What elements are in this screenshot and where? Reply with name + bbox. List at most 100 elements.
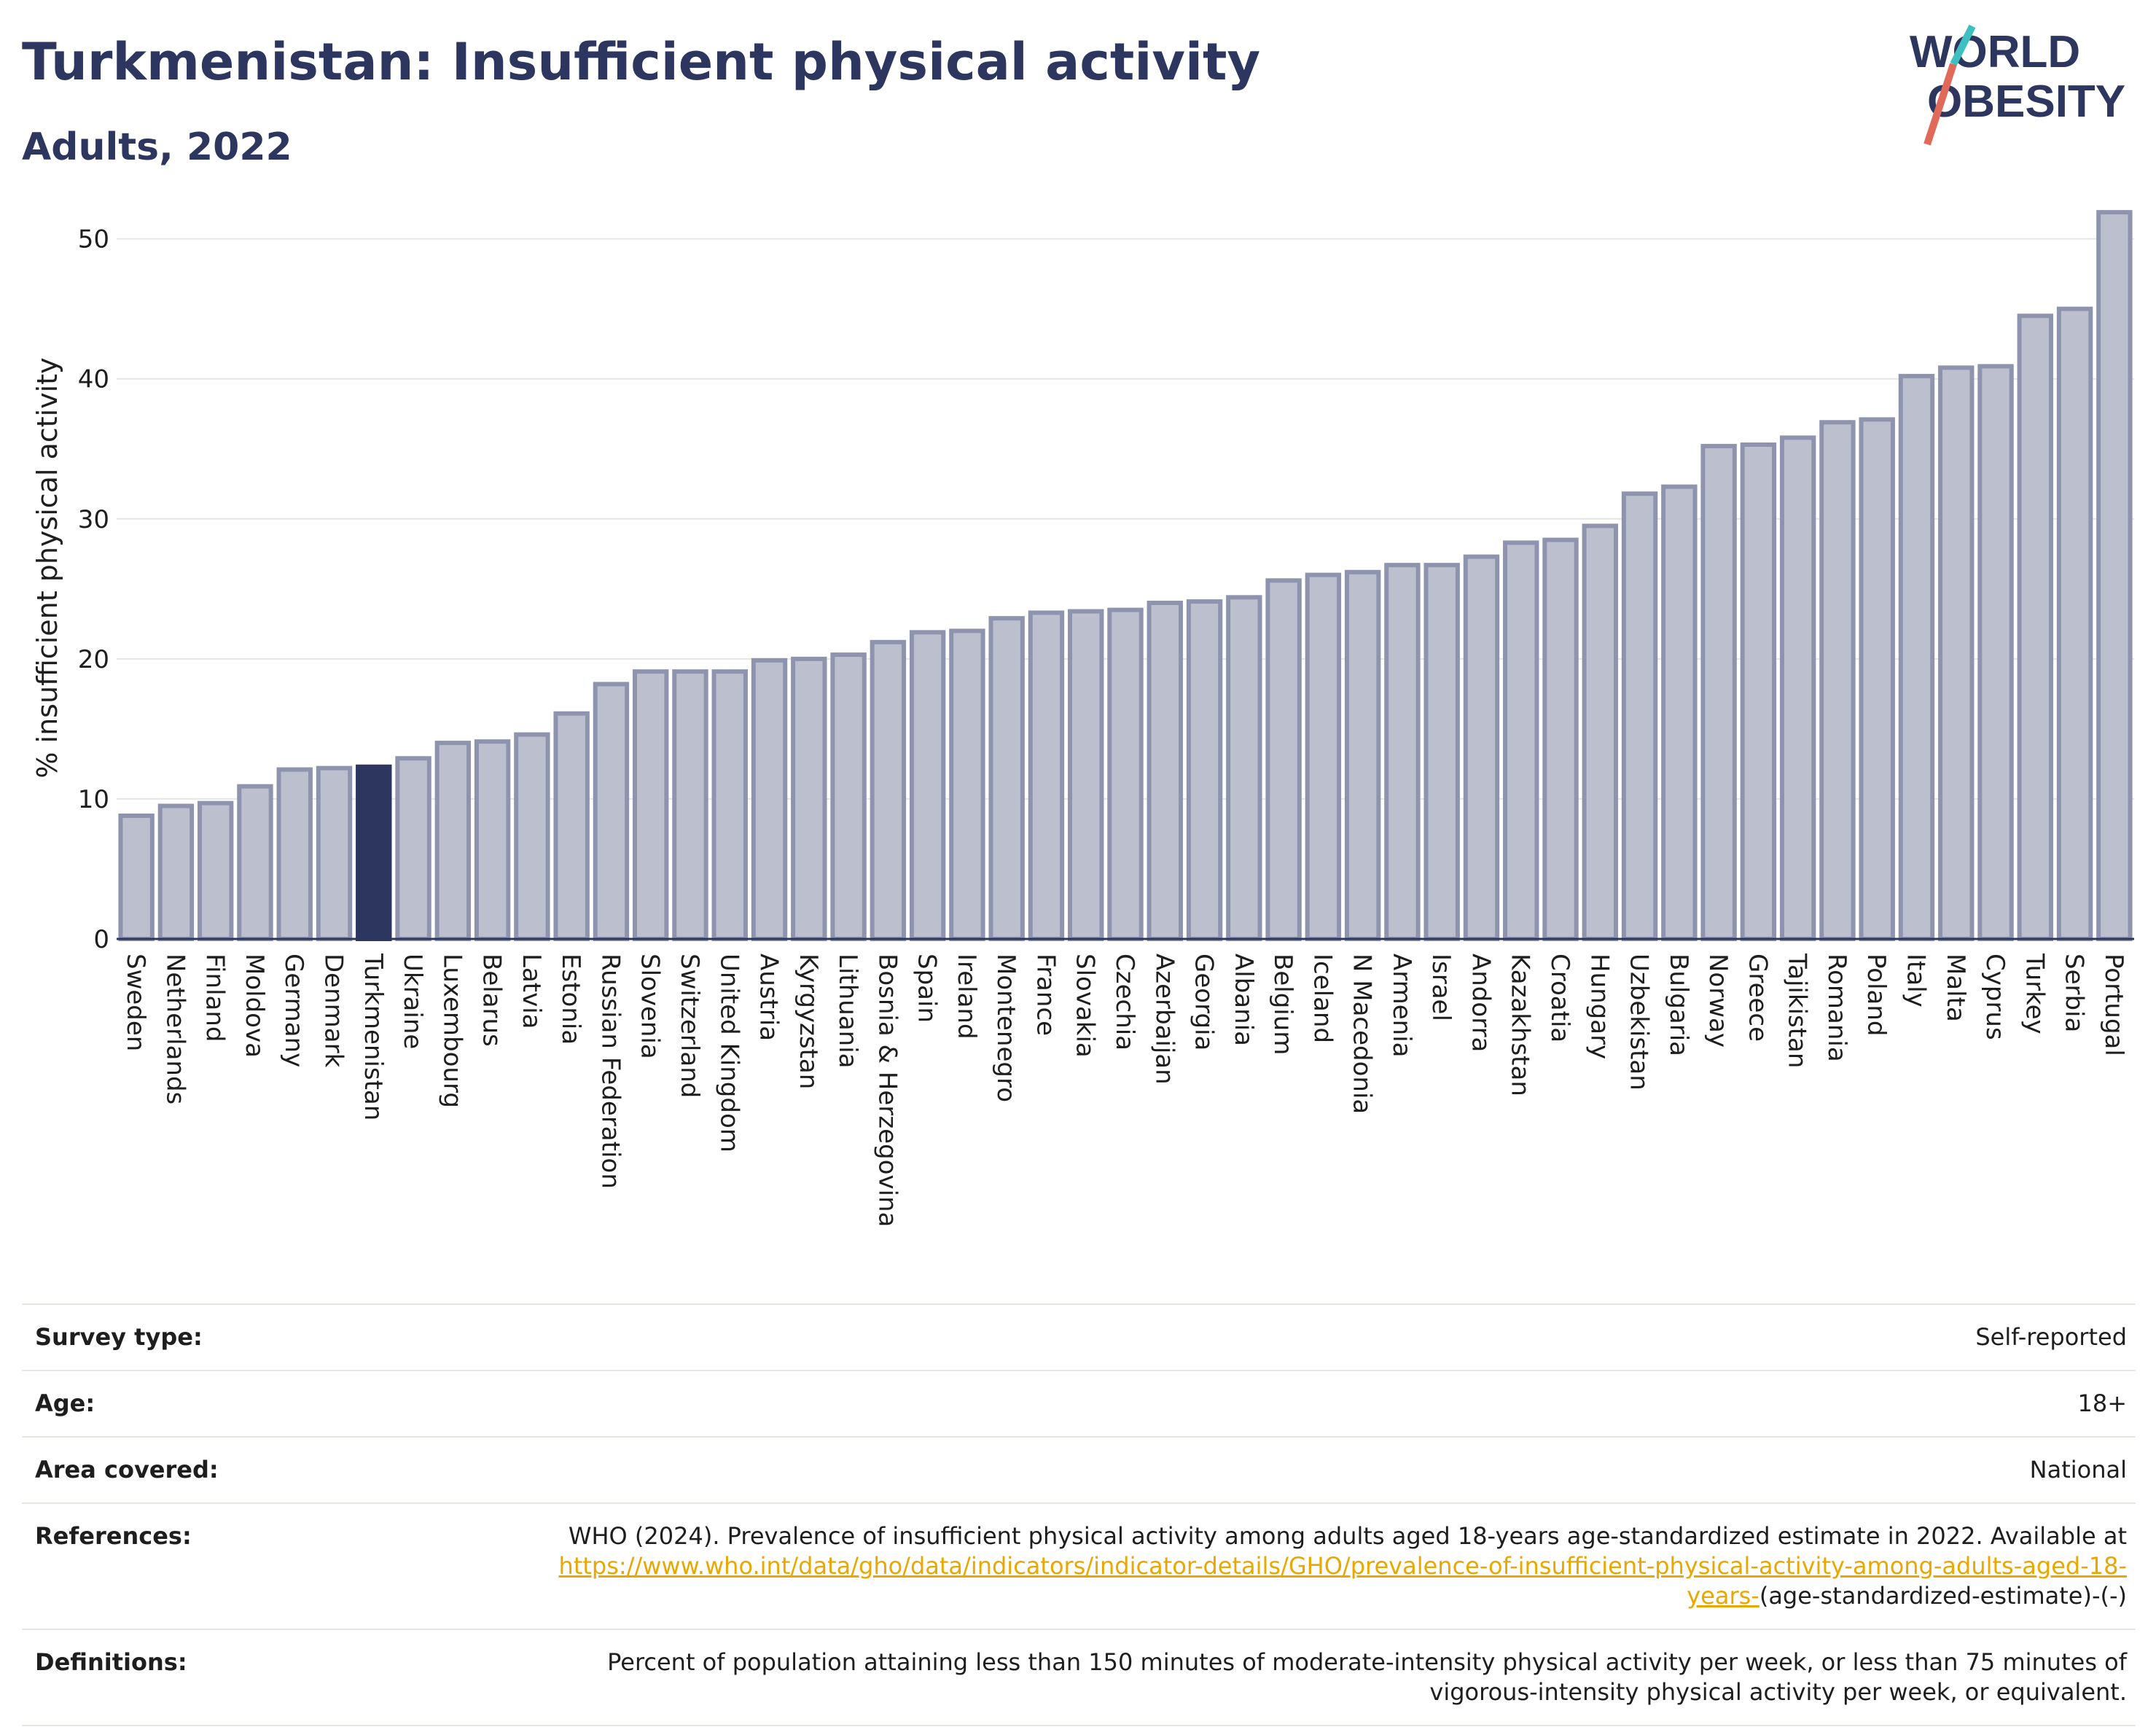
info-row-definitions: Definitions: Percent of population attai… [22,1629,2136,1726]
bar [474,739,511,941]
bar [1344,569,1381,941]
bar [1819,420,1856,941]
info-value: 18+ [2077,1389,2127,1417]
x-tick-label: Serbia [2060,954,2089,1032]
bar [2056,306,2093,941]
bar [2096,210,2133,941]
bar [988,616,1025,941]
x-tick-label: Turkmenistan [359,953,388,1120]
bar [1977,364,2014,941]
page-subtitle: Adults, 2022 [22,125,292,169]
info-value: Percent of population attaining less tha… [607,1648,2127,1706]
bar [1147,601,1183,941]
x-tick-label: Croatia [1545,954,1574,1042]
bar [197,800,234,941]
info-row-references: References: WHO (2024). Prevalence of in… [22,1502,2136,1629]
x-tick-label: Cyprus [1980,954,2009,1040]
x-tick-label: Ukraine [398,954,427,1049]
x-tick-label: Netherlands [160,954,190,1104]
page-title: Turkmenistan: Insufficient physical acti… [22,32,1261,92]
x-tick-label: Kazakhstan [1506,954,1535,1096]
bar [316,765,353,942]
logo-line1: WORLD [1910,27,2080,77]
bar-chart: 0 10 20 30 40 50 % insufficient physical activ… [31,210,2134,1227]
reference-link[interactable]: https://www.who.int/data/gho/data/indica… [558,1552,2127,1610]
x-tick-label: Portugal [2099,954,2128,1056]
info-row-survey-type: Survey type: Self-reported [22,1303,2136,1370]
x-tick-label: Hungary [1585,954,1614,1059]
bar [553,711,590,941]
bar [1700,443,1737,941]
bar [632,669,669,941]
info-table: Survey type: Self-reported Age: 18+ Area… [22,1303,2136,1726]
bar [791,656,827,941]
x-tick-label: Georgia [1190,954,1219,1050]
x-tick-label: Czechia [1110,954,1139,1050]
bar [157,803,195,942]
y-tick-label: 0 [93,925,109,954]
bar [1463,554,1500,941]
bar [751,658,788,942]
bar [1305,572,1342,941]
x-tick-label: Latvia [517,954,546,1029]
logo-slash-red [1923,63,1957,146]
x-tick-label: Montenegro [991,954,1020,1102]
bar [118,813,155,942]
bar [1582,523,1619,941]
x-tick-label: Bulgaria [1664,954,1693,1056]
bar [237,784,273,941]
world-obesity-logo: WORLD OBESITY [1910,24,2125,146]
x-tick-label: United Kingdom [714,954,743,1153]
bar [1661,484,1698,941]
x-tick-label: Andorra [1466,954,1495,1052]
bar [1938,365,1975,941]
info-label: References: [35,1522,192,1550]
reference-text: WHO (2024). Prevalence of insufficient p… [568,1522,2127,1550]
x-tick-label: Slovenia [636,954,665,1059]
bar [1779,435,1816,941]
bar [514,732,550,941]
x-tick-label: Bosnia & Herzegovina [872,954,902,1227]
bar [1226,595,1262,942]
x-tick-label: Romania [1822,954,1851,1062]
x-tick-label: Belarus [477,954,507,1047]
bar [2017,313,2054,941]
x-tick-label: Tajikistan [1783,953,1812,1068]
x-tick-label: Slovakia [1071,954,1100,1058]
bar [1068,609,1104,941]
bar [1265,578,1302,941]
x-tick-label: Moldova [240,954,269,1058]
y-tick-label: 30 [78,505,109,534]
x-tick-label: Turkey [2020,953,2049,1034]
info-row-area: Area covered: National [22,1436,2136,1502]
bar [711,669,748,941]
bar [1384,563,1421,941]
x-tick-label: Greece [1743,954,1772,1042]
x-tick-label: Albania [1229,954,1258,1046]
x-tick-label: Estonia [556,954,585,1045]
x-tick-label: Finland [200,954,230,1042]
info-label: Survey type: [35,1323,203,1351]
x-tick-label: Norway [1703,954,1733,1048]
bar [1740,442,1777,941]
x-tick-label: Armenia [1387,954,1416,1058]
bar-highlight [356,764,392,942]
info-row-age: Age: 18+ [22,1370,2136,1436]
y-tick-label: 50 [78,225,109,254]
x-tick-label: Ireland [952,954,981,1040]
bar [434,741,472,942]
x-tick-label: Azerbaijan [1149,954,1179,1085]
x-tick-label: Malta [1941,954,1970,1022]
x-tick-label: Iceland [1308,954,1337,1043]
bar [949,628,985,941]
x-tick-label: Luxembourg [437,954,466,1108]
x-tick-label: Switzerland [675,954,704,1098]
bar [1028,610,1065,942]
x-tick-label: Austria [754,954,784,1041]
x-tick-label: France [1031,954,1060,1036]
x-tick-label: Sweden [121,954,150,1051]
bar [909,630,946,942]
bar [1898,373,1935,941]
bar [870,639,907,941]
x-tick-label: Italy [1901,954,1930,1007]
